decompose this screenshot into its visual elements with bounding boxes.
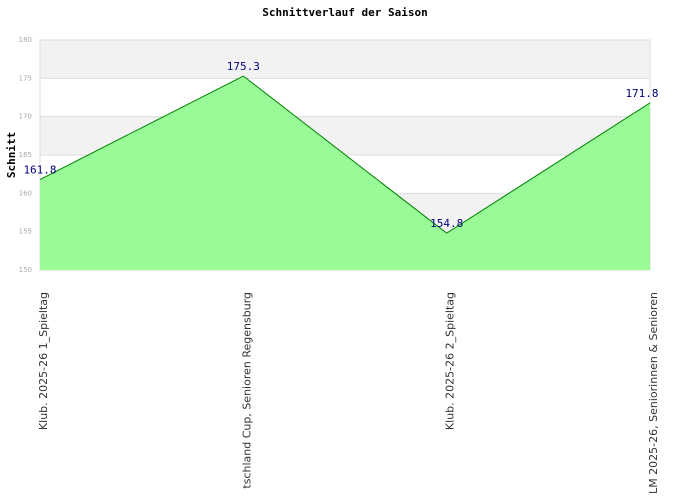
area xyxy=(40,76,650,271)
x-tick-label: Klub. 2025-26 1_Spieltag xyxy=(37,292,50,430)
y-tick-label: 160 xyxy=(19,189,32,197)
y-axis-label: Schnitt xyxy=(5,132,18,178)
x-tick-label: LM 2025-26, Seniorinnen & Senioren xyxy=(647,292,660,494)
x-tick-label: tschland Cup, Senioren Regensburg xyxy=(240,292,253,489)
data-label: 175.3 xyxy=(227,60,260,73)
data-label: 161.8 xyxy=(23,164,56,177)
y-tick-label: 155 xyxy=(19,228,32,236)
y-tick-label: 180 xyxy=(19,36,32,44)
y-tick-label: 165 xyxy=(19,151,32,159)
y-tick-label: 170 xyxy=(19,113,32,121)
grid-band xyxy=(40,78,650,117)
x-tick-label: Klub. 2025-26 2_Spieltag xyxy=(444,292,457,430)
data-label: 154.8 xyxy=(430,217,463,230)
data-label: 171.8 xyxy=(625,87,658,100)
grid-band xyxy=(40,40,650,79)
chart-title: Schnittverlauf der Saison xyxy=(262,6,428,19)
y-tick-label: 150 xyxy=(19,266,32,274)
y-tick-label: 175 xyxy=(19,74,32,82)
line xyxy=(39,75,651,234)
